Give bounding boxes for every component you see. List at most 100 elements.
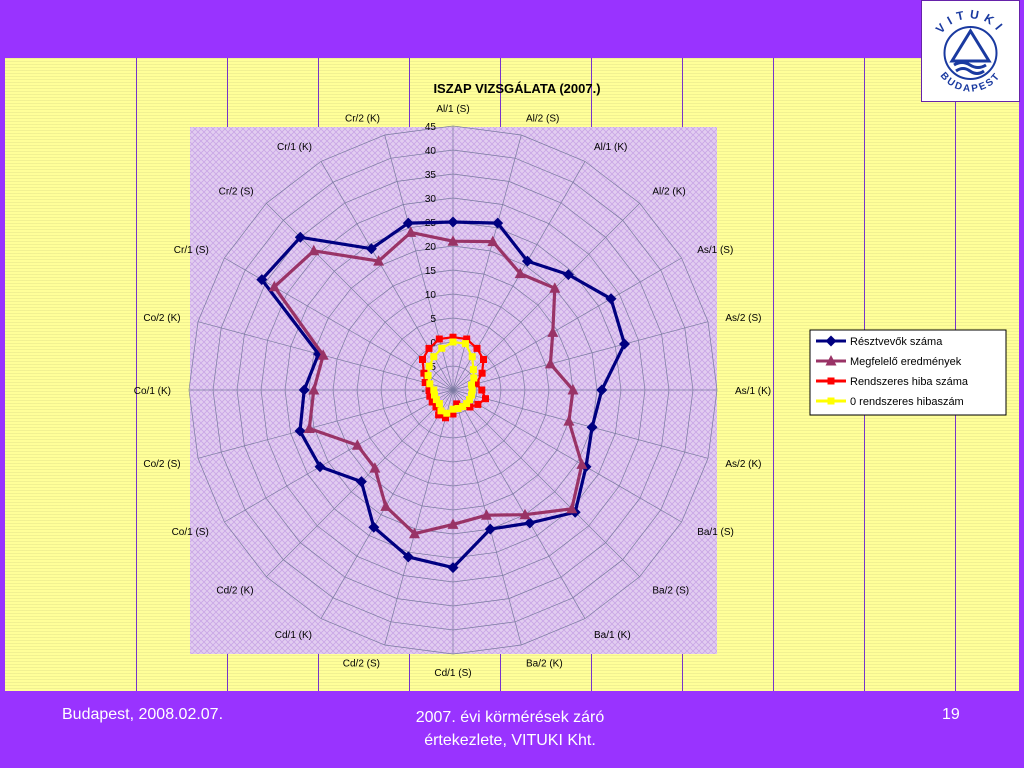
data-point — [596, 384, 608, 396]
radar-grid — [188, 125, 718, 655]
grid-spoke — [384, 389, 454, 646]
series-group — [268, 226, 588, 539]
category-label: Al/1 (S) — [436, 104, 469, 115]
vituki-logo: VITUKI BUDAPEST — [921, 0, 1020, 102]
data-point — [437, 407, 445, 415]
data-point — [443, 409, 451, 417]
data-point — [470, 374, 478, 382]
data-point — [405, 226, 417, 237]
data-point — [402, 217, 414, 229]
data-point — [426, 380, 434, 388]
grid-spoke — [224, 389, 454, 523]
category-label: Cr/2 (K) — [345, 114, 380, 125]
data-point — [409, 527, 420, 539]
data-point — [487, 235, 499, 247]
series-group — [256, 216, 630, 574]
legend-swatch-marker — [825, 335, 837, 347]
category-label: Co/1 (S) — [172, 527, 209, 538]
data-point — [468, 386, 476, 394]
data-point — [468, 391, 475, 399]
data-point — [368, 521, 380, 533]
grid-spoke — [452, 321, 709, 391]
data-point — [447, 235, 459, 246]
data-point — [430, 353, 438, 361]
data-point — [435, 411, 443, 419]
data-point — [566, 502, 578, 514]
radial-tick-label: 35 — [425, 170, 437, 181]
legend-label: Résztvevők száma — [850, 336, 943, 348]
data-point — [466, 396, 474, 404]
category-label: Cr/2 (S) — [219, 187, 254, 198]
data-point — [294, 425, 306, 437]
data-point — [435, 335, 443, 343]
data-point — [449, 338, 457, 346]
radial-tick-label: 30 — [425, 194, 437, 205]
chart-title: ISZAP VIZSGÁLATA (2007.) — [433, 81, 600, 96]
radial-tick-label: 20 — [425, 242, 437, 253]
data-point — [454, 405, 462, 412]
radial-tick-label: 45 — [425, 122, 437, 133]
radial-tick-label: 5 — [430, 314, 436, 325]
category-label: Co/2 (K) — [143, 313, 180, 324]
data-point — [425, 362, 433, 370]
category-label: Co/1 (K) — [134, 386, 171, 397]
data-point — [549, 282, 561, 293]
data-point — [308, 384, 320, 395]
category-label: Ba/2 (S) — [652, 585, 689, 596]
category-label: As/2 (S) — [725, 313, 761, 324]
data-point — [432, 396, 440, 404]
radial-tick-label: 15 — [425, 266, 437, 277]
data-point — [449, 405, 457, 413]
grid-spoke — [452, 257, 682, 391]
data-point — [426, 392, 434, 400]
category-label: As/1 (S) — [697, 245, 733, 256]
radial-tick-label: 40 — [425, 146, 437, 157]
data-point — [484, 523, 496, 535]
grid-spoke — [197, 389, 454, 459]
category-label: Cd/1 (S) — [434, 668, 471, 679]
data-point — [481, 509, 492, 520]
data-point — [435, 400, 443, 408]
legend-swatch-marker — [825, 355, 837, 366]
data-point — [430, 386, 438, 394]
category-label: Cr/1 (K) — [277, 142, 312, 153]
data-point — [524, 517, 536, 529]
data-point — [438, 344, 446, 352]
data-point — [567, 384, 579, 395]
data-point — [586, 421, 598, 433]
data-point — [314, 461, 326, 473]
data-point — [461, 340, 469, 348]
data-point — [447, 518, 459, 529]
category-label: Cd/2 (K) — [216, 585, 253, 596]
vituki-logo-graphic: VITUKI BUDAPEST — [933, 7, 1004, 95]
data-point — [402, 551, 414, 563]
data-point — [420, 369, 428, 377]
category-label: Ba/1 (S) — [697, 527, 734, 538]
data-point — [563, 415, 575, 426]
category-label: Cd/2 (S) — [343, 658, 380, 669]
data-point — [369, 462, 381, 473]
grid-spoke — [452, 389, 709, 459]
data-point — [355, 476, 367, 488]
data-point — [472, 380, 480, 388]
data-point — [463, 335, 471, 343]
category-label: As/1 (K) — [735, 386, 771, 397]
grid-spoke — [452, 389, 682, 523]
category-label: Ba/2 (K) — [526, 658, 563, 669]
data-point — [478, 386, 486, 394]
data-point — [492, 217, 504, 229]
grid-spoke — [452, 389, 640, 577]
data-point — [447, 216, 459, 228]
category-label: Co/2 (S) — [143, 459, 180, 470]
data-point — [480, 356, 487, 363]
data-point — [428, 398, 436, 406]
data-point — [365, 243, 377, 255]
data-point — [449, 333, 457, 341]
chart-legend: Résztvevők száma Megfelelő eredmények Rend… — [809, 329, 1007, 416]
data-point — [482, 395, 489, 403]
category-label: Cd/1 (K) — [275, 630, 312, 641]
data-point — [519, 508, 531, 520]
data-point — [547, 326, 559, 337]
data-point — [447, 562, 459, 574]
data-point — [544, 357, 556, 369]
